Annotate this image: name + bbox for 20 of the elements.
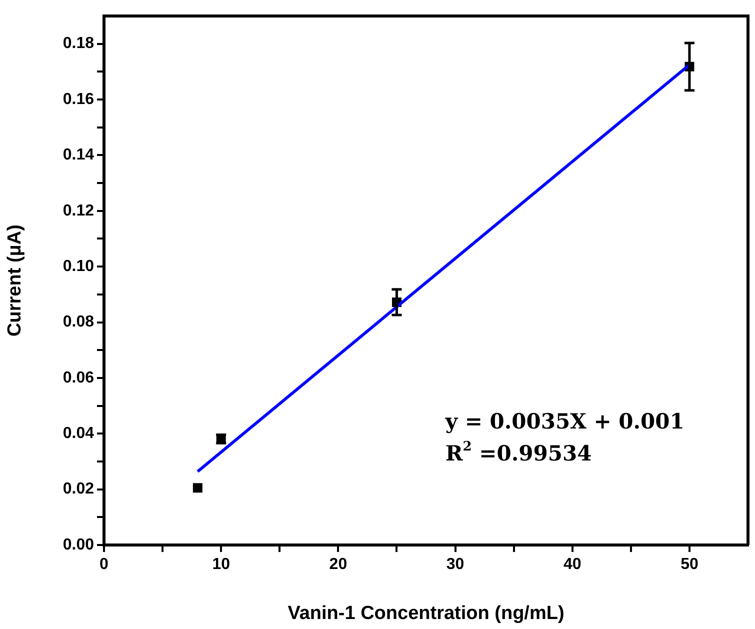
x-tick-label: 0: [100, 556, 109, 574]
x-tick-label: 20: [329, 556, 348, 574]
y-tick-label: 0.18: [62, 35, 94, 52]
y-tick-label: 0.06: [62, 369, 94, 386]
y-tick-label: 0.10: [62, 258, 94, 275]
y-tick-label: 0.08: [62, 314, 94, 331]
x-tick-label: 50: [680, 556, 698, 574]
x-tick-label: 30: [446, 556, 464, 574]
x-tick-label: 40: [563, 556, 582, 574]
y-axis-title: Current (μA): [4, 224, 26, 336]
y-tick-label: 0.16: [62, 90, 94, 108]
y-tick-label: 0.12: [62, 202, 94, 220]
x-tick-label: 10: [212, 556, 230, 574]
y-tick-label: 0.02: [62, 480, 94, 498]
x-axis-title: Vanin-1 Concentration (ng/mL): [288, 602, 564, 624]
point: [192, 483, 202, 493]
y-tick-label: 0.00: [62, 536, 94, 554]
y-tick-label: 0.04: [62, 425, 94, 442]
annotation: y = 0.0035X + 0.001: [444, 408, 684, 434]
y-tick-label: 0.14: [62, 146, 94, 164]
